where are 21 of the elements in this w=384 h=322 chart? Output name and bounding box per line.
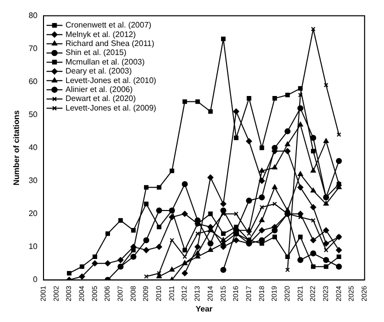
y-axis-title: Number of citations bbox=[12, 110, 22, 186]
y-tick-label: 20 bbox=[28, 209, 38, 218]
legend-label: Shin et al. (2015) bbox=[66, 48, 127, 58]
legend-label: Deary et al. (2003) bbox=[66, 66, 132, 76]
y-tick-label: 10 bbox=[28, 242, 38, 252]
legend-label: Richard and Shea (2011) bbox=[66, 39, 155, 48]
legend-label: Cronenwett et al. (2007) bbox=[66, 20, 152, 30]
legend-label: Alinier et al. (2006) bbox=[66, 85, 133, 94]
legend-label: Levett-Jones et al. (2009) bbox=[66, 103, 157, 112]
legend-label: Mcmullan et al. (2003) bbox=[66, 57, 145, 66]
x-axis-title: Year bbox=[196, 304, 212, 314]
legend-label: Dewart et al. (2020) bbox=[66, 94, 136, 104]
y-tick-label: 50 bbox=[28, 110, 38, 120]
legend-label: Melnyk et al. (2012) bbox=[66, 30, 136, 39]
y-tick-label: 40 bbox=[28, 143, 38, 152]
y-tick-label: 0 bbox=[33, 275, 38, 284]
y-tick-label: 80 bbox=[28, 11, 38, 20]
y-tick-label: 60 bbox=[28, 77, 38, 86]
y-tick-label: 30 bbox=[28, 176, 38, 186]
y-tick-label: 70 bbox=[28, 44, 38, 54]
legend-label: Levett-Jones et al. (2010) bbox=[66, 76, 157, 85]
